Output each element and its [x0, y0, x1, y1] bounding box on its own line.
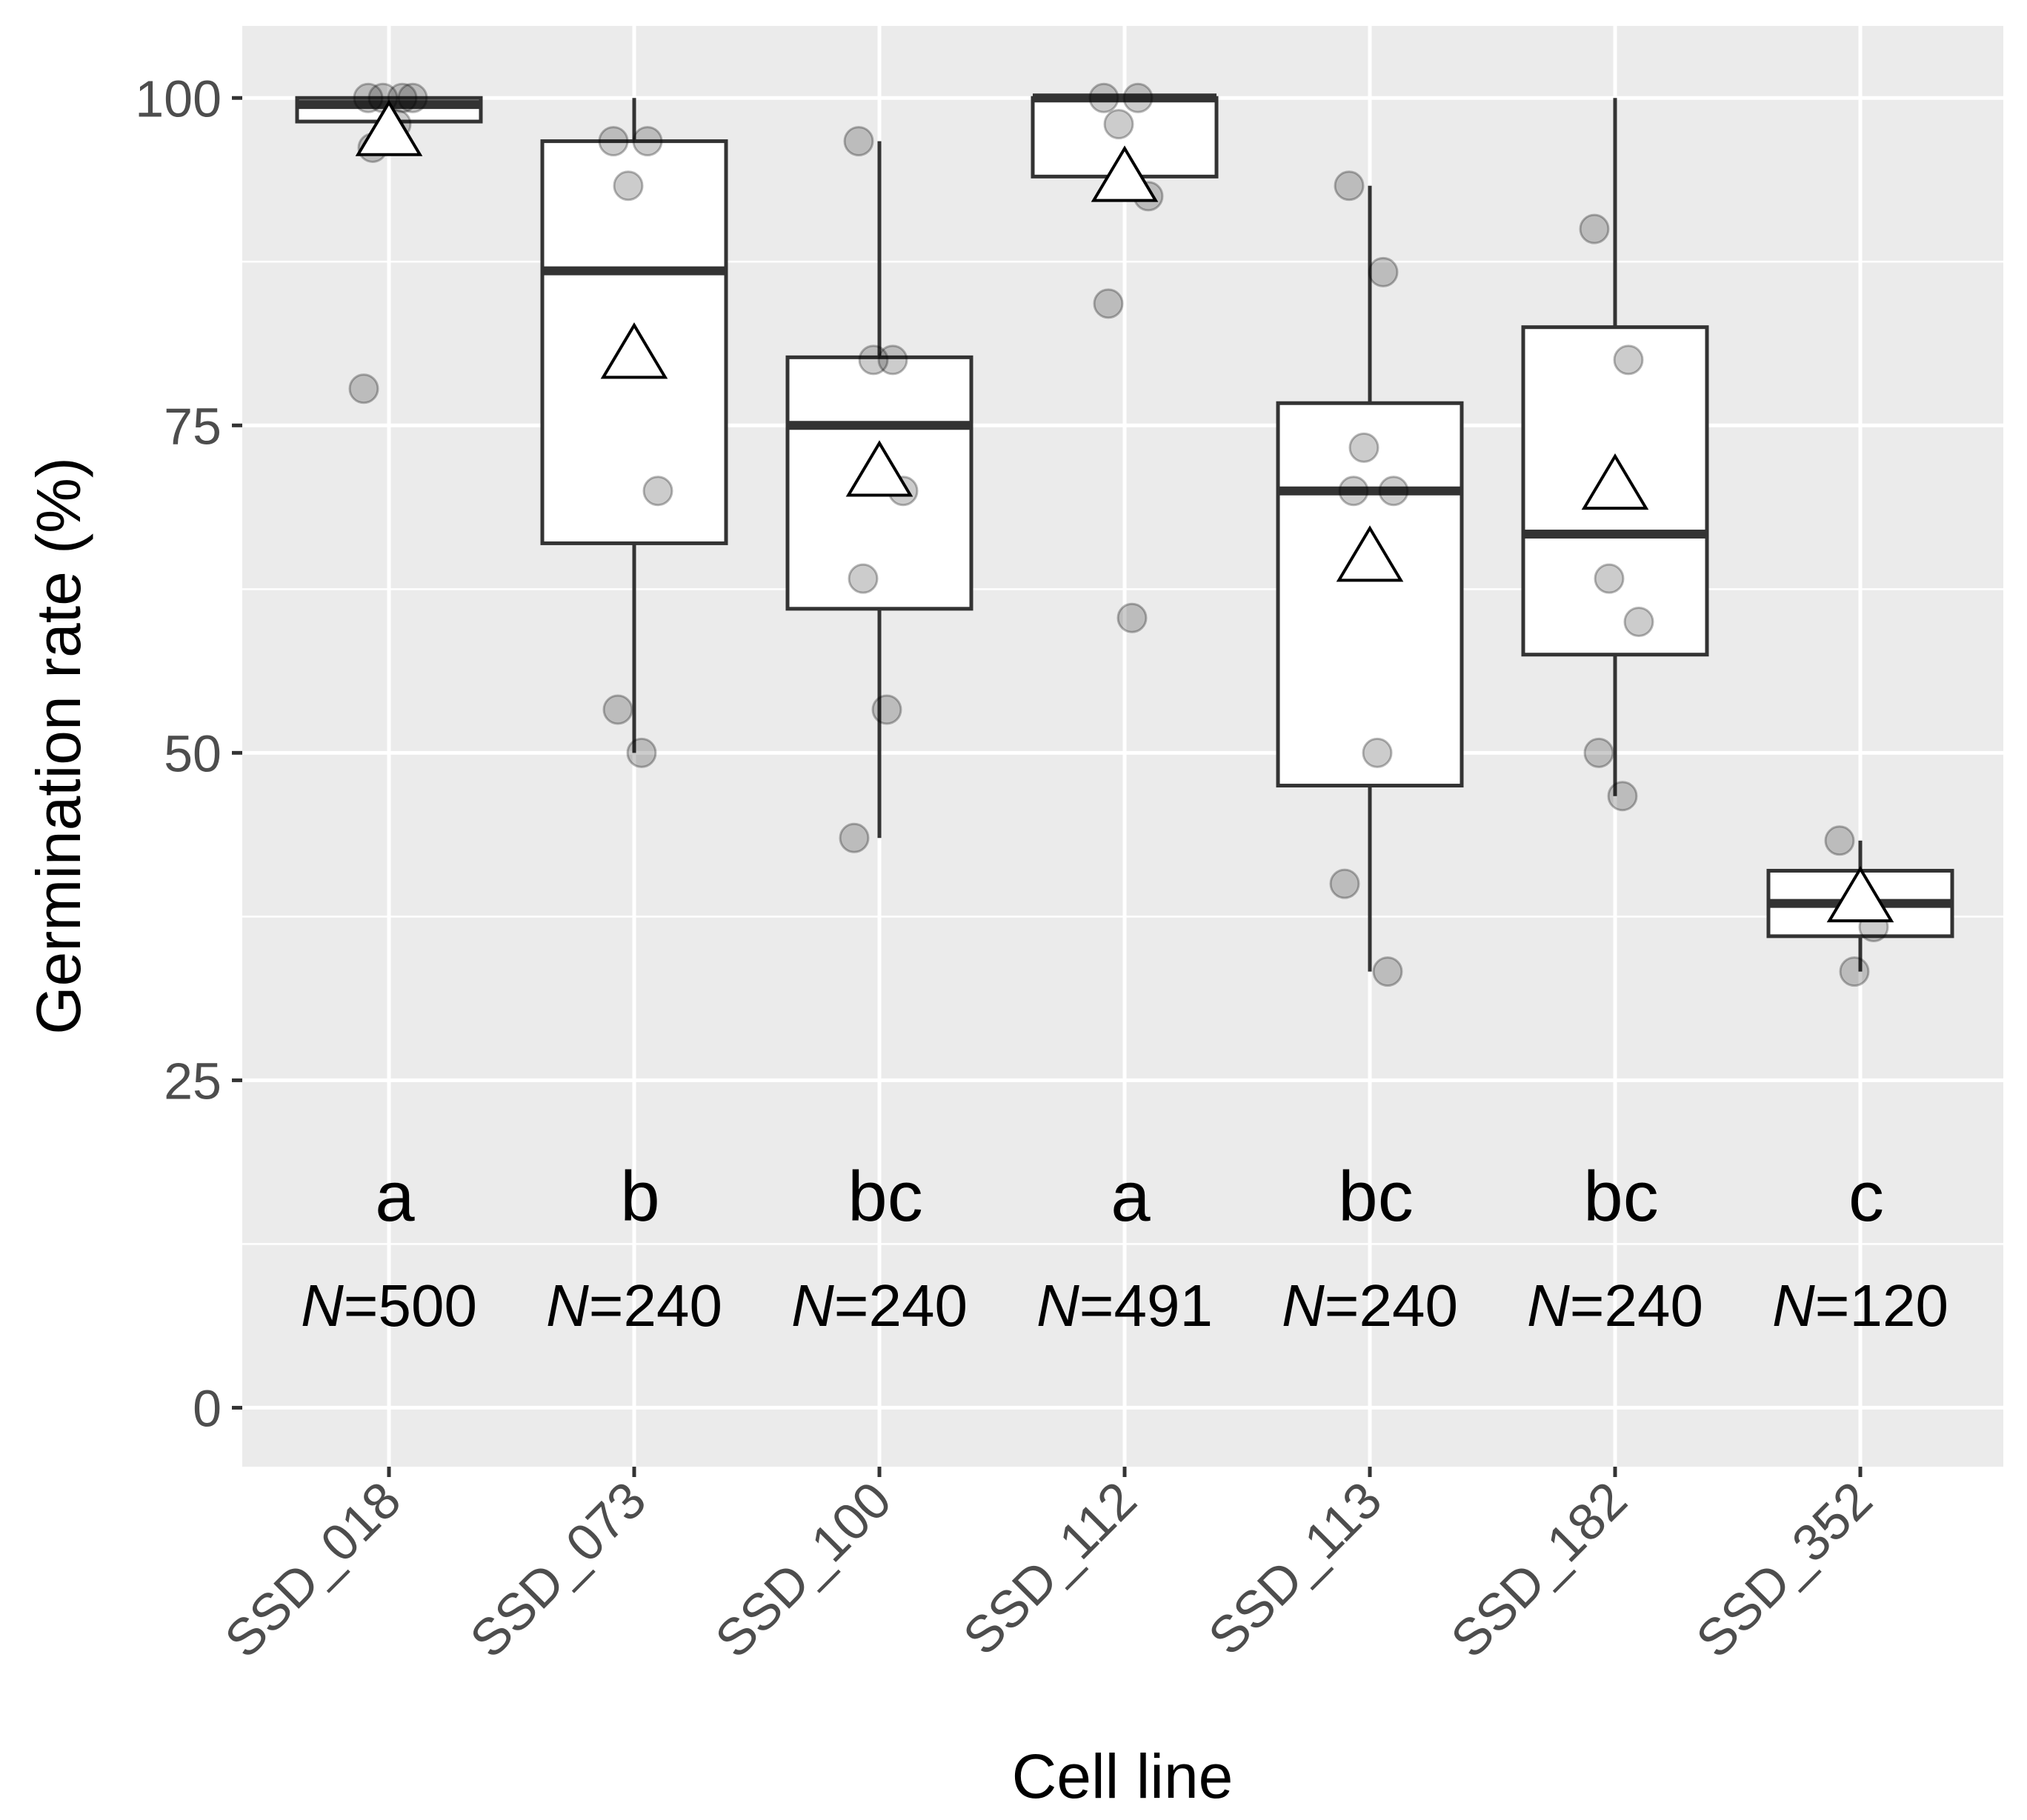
data-point [877, 344, 908, 376]
data-point [1623, 607, 1654, 638]
data-point [602, 694, 633, 725]
n-value: =491 [1079, 1273, 1213, 1339]
data-point [1103, 109, 1134, 140]
data-point [1607, 781, 1638, 812]
sample-size-label: N=240 [791, 1273, 968, 1339]
y-axis-title: Germination rate (%) [24, 457, 93, 1035]
significance-letter: c [1848, 1157, 1884, 1236]
data-point [353, 82, 384, 113]
data-point [843, 126, 874, 157]
n-value: =500 [344, 1273, 477, 1339]
data-point [613, 170, 644, 201]
data-point [1583, 737, 1614, 768]
n-value: =240 [1570, 1273, 1703, 1339]
y-tick-label: 50 [164, 724, 222, 782]
data-point [1594, 563, 1625, 594]
data-point [1338, 476, 1369, 507]
data-point [1372, 956, 1403, 987]
data-point [1334, 170, 1365, 201]
x-axis-title: Cell line [1012, 1741, 1234, 1811]
n-value: =240 [589, 1273, 722, 1339]
data-point [387, 82, 418, 113]
n-symbol: N [301, 1273, 344, 1339]
significance-letter: bc [1583, 1157, 1658, 1236]
data-point [348, 373, 379, 404]
annotation-layer: aN=500bN=240bcN=240aN=491bcN=240bcN=240c… [301, 1157, 1948, 1339]
mean-marker [1826, 865, 1894, 923]
data-point [1824, 825, 1855, 856]
mean-marker [845, 440, 913, 497]
n-value: =240 [834, 1273, 968, 1339]
data-point [1362, 737, 1393, 768]
sample-size-label: N=500 [301, 1273, 477, 1339]
n-symbol: N [1036, 1273, 1079, 1339]
mean-marker [1091, 145, 1159, 202]
data-point [871, 694, 902, 725]
data-point [858, 344, 889, 376]
data-point [1839, 956, 1870, 987]
data-point [632, 126, 663, 157]
significance-letter: a [1111, 1157, 1151, 1236]
n-value: =240 [1325, 1273, 1458, 1339]
n-value: =120 [1815, 1273, 1948, 1339]
x-tick-label: SSD_352 [1685, 1470, 1883, 1668]
data-point [397, 82, 428, 113]
data-point [1093, 288, 1124, 319]
significance-letter: a [375, 1157, 415, 1236]
significance-letter: b [620, 1157, 659, 1236]
sample-size-label: N=120 [1772, 1273, 1948, 1339]
data-point [1122, 82, 1154, 113]
data-point [626, 737, 657, 768]
data-point [1378, 476, 1409, 507]
sample-size-label: N=240 [546, 1273, 722, 1339]
data-point [642, 476, 673, 507]
y-tick-label: 25 [164, 1052, 222, 1110]
mean-marker [355, 99, 423, 156]
data-point [839, 822, 870, 853]
data-point [598, 126, 629, 157]
x-tick-label: SSD_073 [459, 1470, 657, 1668]
data-point [1579, 213, 1610, 244]
n-symbol: N [546, 1273, 589, 1339]
data-point [1329, 868, 1360, 899]
point-layer [348, 82, 1889, 987]
data-point [1348, 432, 1379, 463]
y-tick-label: 100 [135, 70, 222, 127]
y-tick-label: 75 [164, 397, 222, 455]
n-symbol: N [1527, 1273, 1570, 1339]
mean-layer [355, 99, 1894, 923]
mean-marker [1336, 525, 1404, 582]
mean-marker [600, 322, 668, 379]
sample-size-label: N=240 [1282, 1273, 1458, 1339]
data-point [1116, 602, 1148, 633]
x-tick-label: SSD_113 [1197, 1470, 1392, 1665]
significance-letter: bc [1338, 1157, 1413, 1236]
y-tick-label: 0 [193, 1379, 222, 1437]
data-point [1613, 344, 1644, 376]
x-tick-label: SSD_100 [705, 1470, 902, 1668]
n-symbol: N [1282, 1273, 1325, 1339]
sample-size-label: N=240 [1527, 1273, 1703, 1339]
y-axis: 0 25 50 75 100 [135, 70, 242, 1437]
x-axis: SSD_018 SSD_073 SSD_100 SSD_112 SSD_113 SSD_1… [214, 1467, 1883, 1668]
data-point [1088, 82, 1119, 113]
n-symbol: N [791, 1273, 834, 1339]
significance-letter: bc [848, 1157, 922, 1236]
x-tick-label: SSD_112 [952, 1470, 1147, 1665]
n-symbol: N [1772, 1273, 1815, 1339]
data-point [848, 563, 879, 594]
x-tick-label: SSD_018 [214, 1470, 412, 1668]
box [1276, 401, 1464, 788]
mean-marker [1581, 453, 1649, 510]
sample-size-label: N=491 [1036, 1273, 1213, 1339]
data-point [1368, 256, 1399, 287]
x-tick-label: SSD_182 [1440, 1470, 1638, 1668]
